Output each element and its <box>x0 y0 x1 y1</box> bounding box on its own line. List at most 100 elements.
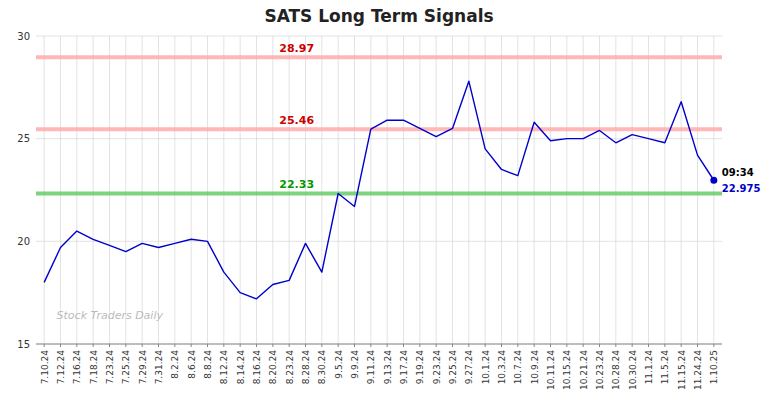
x-tick <box>615 344 616 347</box>
grid-line <box>191 36 192 344</box>
grid-line <box>517 36 518 344</box>
x-tick-label: 10.23.24 <box>595 350 605 390</box>
annotation: 22.975 <box>722 183 761 194</box>
x-tick <box>485 344 486 347</box>
y-tick-label: 20 <box>17 236 30 247</box>
level-line <box>36 191 722 195</box>
x-tick-label: 10.9.24 <box>530 350 540 385</box>
level-label: 25.46 <box>279 114 314 127</box>
chart: SATS Long Term SignalsStock Traders Dail… <box>0 0 784 398</box>
x-tick <box>648 344 649 347</box>
x-tick-label: 10.3.24 <box>497 350 507 385</box>
grid-line <box>321 36 322 344</box>
x-tick <box>207 344 208 347</box>
x-tick-label: 7.29.24 <box>138 350 148 385</box>
x-tick-label: 11.1.24 <box>644 350 654 385</box>
grid-line <box>436 36 437 344</box>
x-tick <box>681 344 682 347</box>
x-tick-label: 8.6.24 <box>187 350 197 379</box>
x-tick-label: 7.10.24 <box>40 350 50 385</box>
x-tick <box>713 344 714 347</box>
grid-line <box>338 36 339 344</box>
grid-line <box>174 36 175 344</box>
x-tick-label: 9.9.24 <box>350 350 360 379</box>
x-tick <box>697 344 698 347</box>
x-tick-label: 10.7.24 <box>513 350 523 385</box>
x-tick-label: 9.23.24 <box>432 350 442 385</box>
x-tick-label: 10.11.24 <box>546 350 556 390</box>
x-axis <box>36 344 722 345</box>
x-tick-label: 9.19.24 <box>415 350 425 385</box>
grid-line <box>370 36 371 344</box>
grid-line <box>158 36 159 344</box>
x-tick-label: 9.25.24 <box>448 350 458 385</box>
x-tick <box>566 344 567 347</box>
x-tick <box>468 344 469 347</box>
x-tick <box>93 344 94 347</box>
x-tick-label: 7.23.24 <box>105 350 115 385</box>
x-tick <box>174 344 175 347</box>
x-tick-label: 10.28.24 <box>611 350 621 390</box>
grid-line <box>615 36 616 344</box>
x-tick-label: 9.5.24 <box>334 350 344 379</box>
x-tick <box>44 344 45 347</box>
grid-line <box>125 36 126 344</box>
x-tick-label: 10.21.24 <box>579 350 589 390</box>
x-tick <box>158 344 159 347</box>
price-line <box>44 81 714 299</box>
grid-line <box>207 36 208 344</box>
grid-line <box>501 36 502 344</box>
grid-line <box>109 36 110 344</box>
x-tick <box>419 344 420 347</box>
x-tick <box>142 344 143 347</box>
x-tick-label: 9.27.24 <box>464 350 474 385</box>
annotation: 09:34 <box>722 167 754 178</box>
x-tick-label: 1.10.25 <box>709 350 719 384</box>
y-tick-label: 15 <box>17 339 30 350</box>
x-tick-label: 8.14.24 <box>236 350 246 385</box>
x-tick <box>664 344 665 347</box>
x-tick-label: 7.12.24 <box>56 350 66 385</box>
grid-line <box>44 36 45 344</box>
grid-line <box>566 36 567 344</box>
x-tick <box>76 344 77 347</box>
x-tick-label: 10.15.24 <box>562 350 572 390</box>
x-tick <box>338 344 339 347</box>
x-tick <box>370 344 371 347</box>
x-tick <box>550 344 551 347</box>
x-tick-label: 11.24.24 <box>693 350 703 390</box>
x-tick-label: 8.23.24 <box>285 350 295 385</box>
x-tick <box>517 344 518 347</box>
x-tick <box>599 344 600 347</box>
x-tick-label: 8.30.24 <box>317 350 327 385</box>
grid-line <box>36 36 722 37</box>
grid-line <box>485 36 486 344</box>
x-tick <box>321 344 322 347</box>
x-tick-label: 8.2.24 <box>170 350 180 379</box>
level-label: 22.33 <box>279 178 314 191</box>
x-tick <box>534 344 535 347</box>
grid-line <box>36 344 722 345</box>
grid-line <box>387 36 388 344</box>
x-tick-label: 8.12.24 <box>219 350 229 385</box>
x-tick-label: 11.15.24 <box>677 350 687 390</box>
grid-line <box>632 36 633 344</box>
x-tick <box>240 344 241 347</box>
x-tick-label: 8.8.24 <box>203 350 213 379</box>
grid-line <box>36 241 722 242</box>
x-tick <box>191 344 192 347</box>
grid-line <box>223 36 224 344</box>
x-tick <box>632 344 633 347</box>
x-tick <box>60 344 61 347</box>
x-tick <box>403 344 404 347</box>
grid-line <box>599 36 600 344</box>
watermark: Stock Traders Daily <box>57 309 164 322</box>
level-line <box>36 55 722 59</box>
grid-line <box>681 36 682 344</box>
grid-line <box>272 36 273 344</box>
y-tick-label: 30 <box>17 31 30 42</box>
x-tick <box>289 344 290 347</box>
grid-line <box>664 36 665 344</box>
x-tick <box>125 344 126 347</box>
x-tick-label: 8.16.24 <box>252 350 262 385</box>
